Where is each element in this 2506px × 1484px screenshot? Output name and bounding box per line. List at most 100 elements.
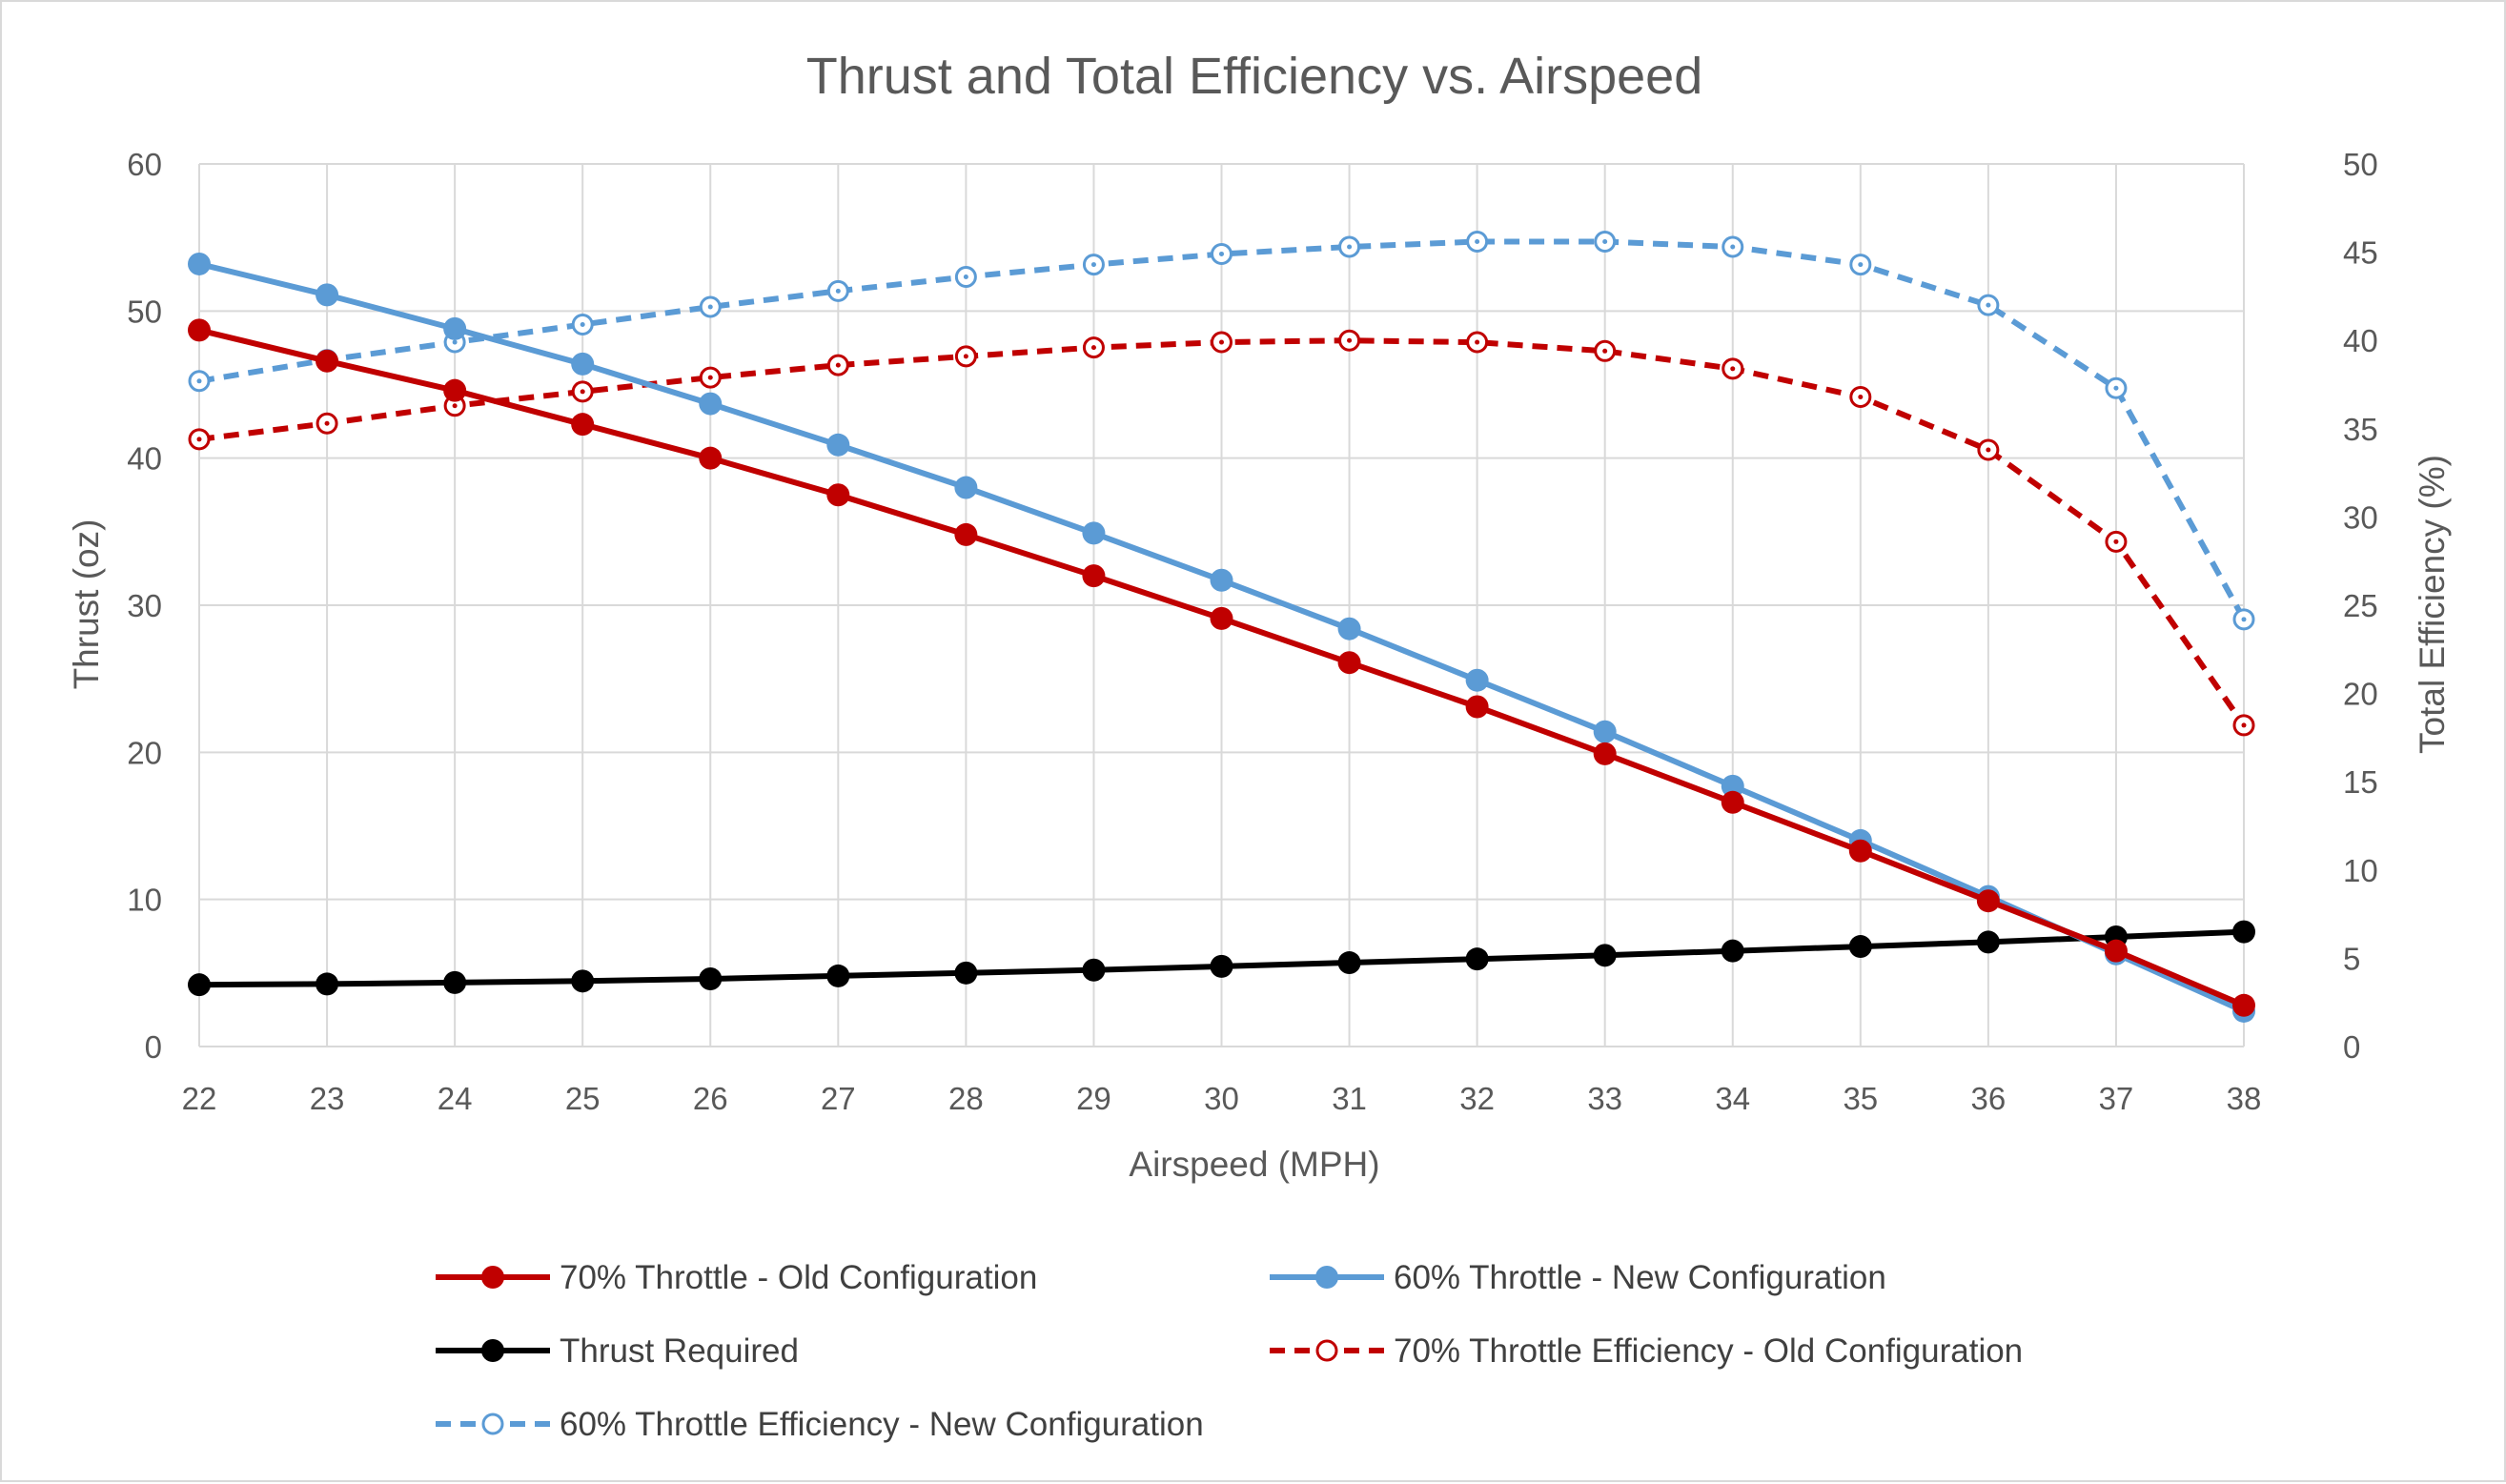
data-point: [188, 973, 211, 997]
data-point: [1721, 774, 1744, 798]
series-1: [188, 318, 2255, 1017]
data-point-center: [1475, 339, 1480, 345]
data-point-center: [1858, 394, 1864, 399]
data-point-center: [1602, 348, 1608, 354]
x-tick-label: 32: [1459, 1081, 1495, 1116]
chart-title: Thrust and Total Efficiency vs. Airspeed: [806, 48, 1703, 105]
data-point: [1465, 668, 1489, 692]
data-point: [1721, 790, 1744, 814]
data-point: [699, 446, 723, 470]
legend-item: 70% Throttle - Old Configuration: [436, 1259, 1037, 1296]
x-tick-label: 22: [182, 1081, 217, 1116]
data-point-center: [580, 389, 585, 395]
data-point-center: [2113, 539, 2119, 544]
data-point-center: [835, 288, 841, 294]
data-point-center: [1347, 337, 1353, 343]
data-point-center: [1347, 244, 1353, 250]
x-tick-label: 33: [1587, 1081, 1622, 1116]
data-point: [1337, 651, 1361, 675]
legend-item: Thrust Required: [436, 1332, 799, 1370]
data-point: [1593, 720, 1617, 743]
data-point: [571, 413, 595, 437]
x-tick-label: 23: [310, 1081, 345, 1116]
y2-tick-label: 50: [2343, 147, 2378, 182]
x-axis-title: Airspeed (MPH): [1129, 1145, 1379, 1184]
data-point-center: [196, 378, 202, 384]
x-tick-label: 35: [1843, 1081, 1878, 1116]
grid: [198, 163, 2245, 1047]
x-tick-label: 30: [1204, 1081, 1239, 1116]
data-point-center: [1090, 262, 1096, 268]
data-point: [954, 961, 978, 985]
legend-label: 70% Throttle Efficiency - Old Configurat…: [1394, 1332, 2023, 1370]
data-point: [571, 352, 595, 376]
legend-swatch-marker: [481, 1339, 504, 1362]
y2-tick-label: 5: [2343, 941, 2360, 976]
y2-tick-label: 35: [2343, 412, 2378, 447]
y-tick-label: 50: [127, 294, 162, 329]
data-point-center: [2113, 385, 2119, 391]
y2-tick-label: 15: [2343, 764, 2378, 800]
legend-swatch-marker: [1315, 1339, 1338, 1362]
data-point-center: [1219, 251, 1224, 256]
data-point-center: [580, 322, 585, 328]
data-point-center: [963, 274, 968, 280]
y2-tick-label: 25: [2343, 588, 2378, 623]
x-tick-label: 34: [1715, 1081, 1750, 1116]
data-point-center: [1730, 366, 1736, 372]
y-axis-title: Thrust (oz): [67, 519, 106, 690]
legend-label: 60% Throttle Efficiency - New Configurat…: [560, 1406, 1204, 1443]
y2-tick-label: 20: [2343, 677, 2378, 712]
x-tick-label: 37: [2099, 1081, 2134, 1116]
y-tick-label: 10: [127, 883, 162, 918]
legend-item: 60% Throttle Efficiency - New Configurat…: [436, 1406, 1204, 1443]
data-point: [188, 318, 211, 342]
data-point: [1721, 939, 1744, 963]
data-point-center: [1730, 244, 1736, 250]
data-point-center: [324, 420, 330, 426]
data-point-center: [2241, 722, 2247, 728]
data-point: [826, 433, 850, 457]
data-point-center: [1219, 339, 1224, 345]
data-point: [1082, 564, 1106, 588]
data-point-center: [963, 354, 968, 359]
x-tick-label: 36: [1971, 1081, 2007, 1116]
data-point: [1082, 521, 1106, 545]
data-point: [1976, 889, 2000, 913]
data-point: [1848, 839, 1872, 863]
data-point: [1465, 947, 1489, 971]
data-point: [1465, 695, 1489, 719]
data-point: [1210, 954, 1233, 978]
data-point-center: [707, 304, 713, 310]
legend: 70% Throttle - Old Configuration 60% Thro…: [436, 1259, 2023, 1443]
data-point: [1593, 742, 1617, 765]
data-point-center: [452, 339, 458, 345]
y-tick-label: 40: [127, 441, 162, 477]
data-point-center: [196, 437, 202, 442]
data-point-center: [707, 375, 713, 380]
y2-axis-title: Total Efficiency (%): [2413, 455, 2452, 754]
data-point: [2232, 920, 2255, 944]
data-point: [954, 522, 978, 546]
data-point: [2104, 939, 2128, 963]
data-point: [699, 392, 723, 416]
legend-item: 60% Throttle - New Configuration: [1270, 1259, 1886, 1296]
series-3: [188, 920, 2255, 997]
data-point: [571, 969, 595, 993]
legend-label: Thrust Required: [560, 1332, 799, 1370]
data-point: [1848, 935, 1872, 959]
y2-tick-label: 10: [2343, 853, 2378, 888]
legend-item: 70% Throttle Efficiency - Old Configurat…: [1270, 1332, 2023, 1370]
data-point: [443, 970, 467, 994]
legend-swatch-marker: [481, 1266, 504, 1289]
data-point: [699, 967, 723, 991]
data-point-center: [1602, 238, 1608, 244]
y-tick-label: 20: [127, 735, 162, 770]
data-point-center: [1090, 345, 1096, 351]
data-point-center: [1986, 447, 1991, 453]
x-tick-label: 27: [821, 1081, 856, 1116]
data-point: [826, 964, 850, 987]
data-point: [1082, 958, 1106, 982]
x-tick-label: 38: [2227, 1081, 2262, 1116]
